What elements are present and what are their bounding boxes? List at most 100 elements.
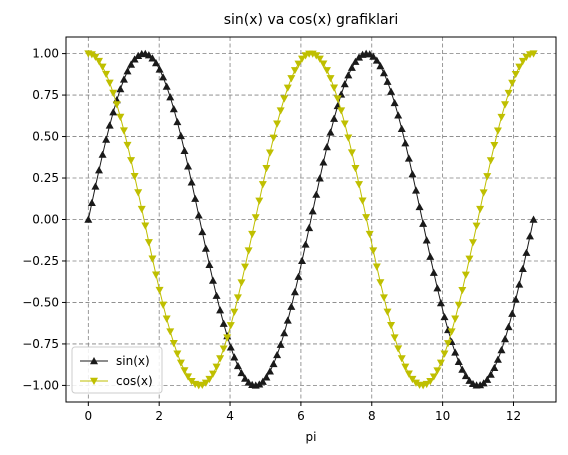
data-point xyxy=(191,194,200,202)
x-tick-label: 10 xyxy=(435,409,450,423)
data-point xyxy=(198,227,207,236)
data-point xyxy=(337,107,346,115)
data-point xyxy=(308,207,317,215)
data-point xyxy=(315,55,324,63)
series-cos xyxy=(84,50,538,390)
data-point xyxy=(187,178,196,186)
data-point xyxy=(287,302,296,310)
data-point xyxy=(472,222,481,230)
data-point xyxy=(458,286,467,295)
data-point xyxy=(273,350,282,359)
data-point xyxy=(490,363,499,372)
x-tick-label: 0 xyxy=(85,409,93,423)
data-point xyxy=(84,215,93,223)
data-point xyxy=(390,334,399,342)
data-point xyxy=(87,51,96,59)
data-point xyxy=(319,60,328,68)
data-point xyxy=(358,197,367,205)
data-point xyxy=(287,75,296,83)
data-point xyxy=(276,107,285,115)
data-point xyxy=(518,57,527,66)
data-point xyxy=(109,108,118,116)
data-point xyxy=(394,111,403,119)
legend-marker xyxy=(90,377,98,385)
y-tick-label: −0.50 xyxy=(22,295,59,309)
data-point xyxy=(112,101,121,109)
series-sin xyxy=(84,49,538,389)
data-point xyxy=(255,197,264,205)
data-point xyxy=(515,280,524,288)
data-point xyxy=(141,222,150,230)
data-point xyxy=(529,215,538,223)
data-point xyxy=(280,329,289,337)
data-point xyxy=(369,247,378,255)
data-point xyxy=(390,98,399,107)
x-tick-label: 8 xyxy=(368,409,376,423)
grid xyxy=(66,37,556,402)
data-point xyxy=(379,294,388,302)
data-point xyxy=(166,328,175,336)
data-point xyxy=(493,355,502,363)
data-point xyxy=(333,95,342,103)
data-point xyxy=(283,84,292,92)
y-tick-label: −1.00 xyxy=(22,378,59,392)
data-point xyxy=(180,146,189,154)
data-point xyxy=(216,306,225,314)
data-point xyxy=(415,202,424,211)
data-point xyxy=(322,67,331,75)
data-point xyxy=(258,181,267,189)
data-point xyxy=(436,299,445,307)
data-point xyxy=(269,359,278,368)
data-point xyxy=(127,157,136,165)
data-point xyxy=(447,328,456,336)
data-point xyxy=(265,149,274,157)
data-point xyxy=(440,312,449,321)
y-tick-label: 0.75 xyxy=(32,88,59,102)
data-point xyxy=(508,79,517,87)
data-point xyxy=(525,232,534,240)
data-point xyxy=(522,248,531,256)
data-point xyxy=(294,60,303,68)
data-point xyxy=(486,157,495,165)
data-point xyxy=(451,315,460,323)
data-point xyxy=(155,65,164,73)
data-point xyxy=(362,214,371,222)
data-point xyxy=(479,189,488,197)
data-point xyxy=(511,295,520,303)
data-point xyxy=(237,279,246,287)
data-point xyxy=(301,240,310,248)
data-point xyxy=(98,150,107,158)
data-point xyxy=(412,186,421,194)
data-point xyxy=(123,67,132,75)
data-point xyxy=(340,120,349,128)
legend-item-sin: sin(x) xyxy=(80,354,150,368)
data-point xyxy=(529,50,538,58)
y-tick-label: 0.25 xyxy=(32,171,59,185)
data-point xyxy=(212,291,221,299)
data-point xyxy=(305,223,314,232)
data-point xyxy=(444,340,453,348)
data-point xyxy=(501,101,510,109)
data-point xyxy=(326,128,335,136)
data-point xyxy=(184,373,193,381)
legend: sin(x) cos(x) xyxy=(71,346,163,394)
x-tick-label: 6 xyxy=(297,409,305,423)
data-point xyxy=(501,335,510,343)
data-point xyxy=(159,73,168,81)
data-point xyxy=(283,316,292,324)
data-point xyxy=(394,345,403,353)
data-point xyxy=(422,380,431,389)
data-point xyxy=(511,70,520,79)
data-point xyxy=(208,370,217,378)
data-point xyxy=(116,113,125,121)
data-point xyxy=(255,380,264,388)
data-point xyxy=(105,79,114,87)
data-point xyxy=(319,158,328,166)
data-point xyxy=(344,71,353,79)
y-tick-label: 0.50 xyxy=(32,130,59,144)
series-layer xyxy=(84,49,538,390)
data-point xyxy=(483,375,492,383)
y-tick-label: −0.75 xyxy=(22,337,59,351)
data-point xyxy=(436,359,445,367)
x-axis: 0 2 4 6 8 10 12 xyxy=(85,402,521,423)
